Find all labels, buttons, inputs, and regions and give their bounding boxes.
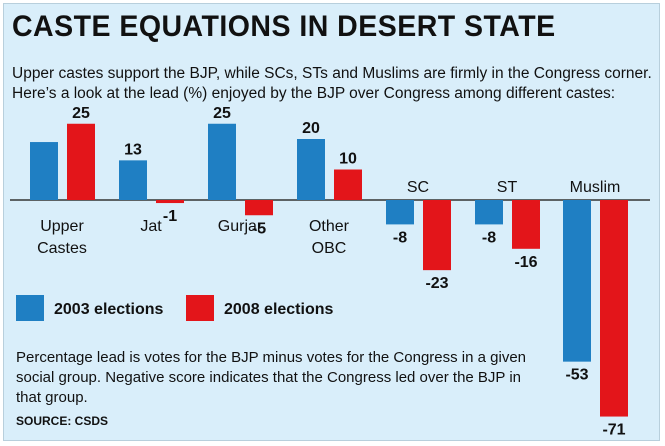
data-label-upper-castes-2008: 25	[72, 105, 90, 122]
bar-st-2003	[475, 200, 503, 225]
legend-swatch-2008	[186, 295, 214, 321]
category-label-upper-castes: Castes	[37, 240, 87, 257]
bar-other-obc-2003	[297, 139, 325, 200]
data-label-jat-2008: -1	[163, 208, 177, 225]
bar-jat-2008	[156, 200, 184, 204]
data-label-sc-2008: -23	[425, 275, 448, 292]
source-credit: SOURCE: CSDS	[16, 414, 109, 428]
data-label-st-2003: -8	[482, 229, 496, 246]
bar-upper-castes-2003	[30, 142, 58, 200]
data-label-gurjar-2003: 25	[213, 105, 231, 122]
subtitle-line-1: Upper castes support the BJP, while SCs,…	[12, 65, 652, 82]
category-label-sc: SC	[407, 179, 429, 196]
legend-swatch-2003	[16, 295, 44, 321]
bar-gurjar-2008	[245, 200, 273, 216]
category-label-other-obc: Other	[309, 218, 350, 235]
data-label-other-obc-2008: 10	[339, 151, 357, 168]
category-label-other-obc: OBC	[312, 240, 347, 257]
category-label-muslim: Muslim	[570, 179, 621, 196]
bar-other-obc-2008	[334, 169, 362, 200]
category-label-st: ST	[497, 179, 518, 196]
footnote: Percentage lead is votes for the BJP min…	[16, 349, 526, 406]
data-label-muslim-2008: -71	[602, 422, 625, 439]
legend-label-2008: 2008 elections	[224, 301, 334, 318]
bar-muslim-2003	[563, 200, 591, 362]
bar-jat-2003	[119, 160, 147, 200]
data-label-muslim-2003: -53	[565, 367, 588, 384]
bar-sc-2003	[386, 200, 414, 225]
subtitle-line-2: Here’s a look at the lead (%) enjoyed by…	[12, 85, 616, 102]
data-label-other-obc-2003: 20	[302, 120, 320, 137]
category-label-gurjar: Gurjar	[218, 218, 263, 235]
legend-label-2003: 2003 elections	[54, 301, 164, 318]
category-label-jat: Jat	[140, 218, 162, 235]
chart-title: CASTE EQUATIONS IN DESERT STATE	[12, 10, 556, 43]
bar-upper-castes-2008	[67, 123, 95, 200]
data-label-st-2008: -16	[514, 254, 537, 271]
bar-muslim-2008	[600, 200, 628, 417]
data-label-jat-2003: 13	[124, 141, 142, 158]
data-label-sc-2003: -8	[393, 229, 407, 246]
bar-st-2008	[512, 200, 540, 249]
category-label-upper-castes: Upper	[40, 218, 84, 235]
bar-sc-2008	[423, 200, 451, 271]
bar-gurjar-2003	[208, 123, 236, 200]
chart-panel	[3, 3, 660, 441]
data-label-gurjar-2008: -5	[252, 220, 266, 237]
